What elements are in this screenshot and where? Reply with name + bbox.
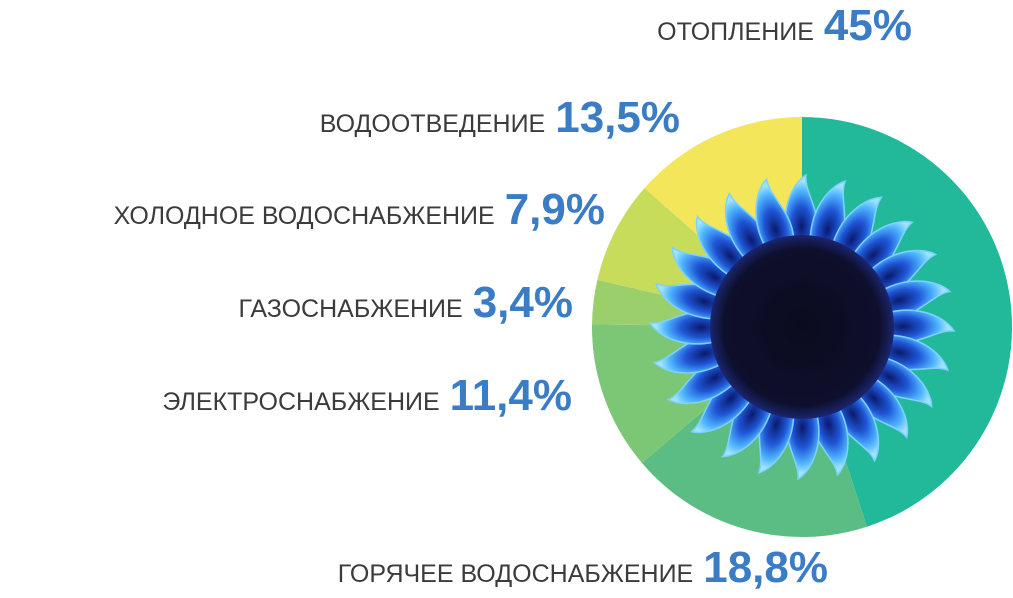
- slice-label: ГАЗОСНАБЖЕНИЕ 3,4%: [239, 278, 573, 327]
- slice-label: ОТОПЛЕНИЕ 45%: [657, 1, 912, 50]
- slice-label: ХОЛОДНОЕ ВОДОСНАБЖЕНИЕ 7,9%: [114, 185, 605, 234]
- flame-petal: [755, 177, 795, 247]
- slice-label: ЭЛЕКТРОСНАБЖЕНИЕ 11,4%: [162, 371, 572, 420]
- slice-label: ГОРЯЧЕЕ ВОДОСНАБЖЕНИЕ 18,8%: [338, 543, 828, 592]
- category-name: ВОДООТВЕДЕНИЕ: [320, 110, 546, 138]
- burner-core: [710, 235, 894, 419]
- category-name: ГОРЯЧЕЕ ВОДОСНАБЖЕНИЕ: [338, 560, 693, 588]
- category-name: ГАЗОСНАБЖЕНИЕ: [239, 295, 463, 323]
- value-label: 45%: [824, 1, 912, 50]
- value-label: 18,8%: [703, 543, 828, 592]
- category-name: ОТОПЛЕНИЕ: [657, 18, 814, 46]
- value-label: 7,9%: [505, 185, 605, 234]
- labels: ОТОПЛЕНИЕ 45% ГОРЯЧЕЕ ВОДОСНАБЖЕНИЕ 18,8% ЭЛ…: [114, 1, 912, 592]
- category-name: ХОЛОДНОЕ ВОДОСНАБЖЕНИЕ: [114, 202, 495, 230]
- burner-image: [648, 173, 956, 481]
- value-label: 11,4%: [450, 371, 572, 420]
- value-label: 3,4%: [473, 278, 573, 327]
- category-name: ЭЛЕКТРОСНАБЖЕНИЕ: [162, 388, 439, 416]
- slice-label: ВОДООТВЕДЕНИЕ 13,5%: [320, 93, 680, 142]
- flame: [755, 177, 795, 247]
- value-label: 13,5%: [555, 93, 680, 142]
